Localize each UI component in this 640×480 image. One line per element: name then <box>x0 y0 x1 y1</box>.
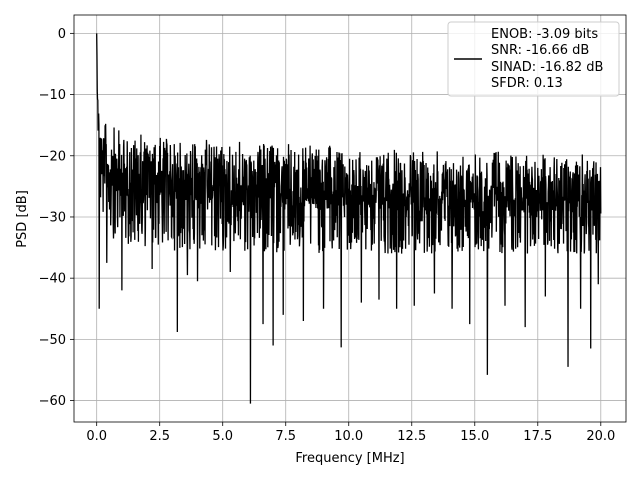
y-tick-label: −20 <box>39 149 66 164</box>
x-tick-label: 15.0 <box>460 429 489 444</box>
series-layer <box>96 33 602 404</box>
legend-text-snr: SNR: -16.66 dB <box>491 43 589 58</box>
y-axis-label: PSD [dB] <box>15 190 30 248</box>
legend-text-sfdr: SFDR: 0.13 <box>491 76 563 91</box>
x-tick-label: 2.5 <box>149 429 170 444</box>
x-tick-label: 5.0 <box>212 429 233 444</box>
y-tick-label: −50 <box>39 333 66 348</box>
x-tick-label: 17.5 <box>523 429 552 444</box>
x-axis-label: Frequency [MHz] <box>295 451 404 466</box>
x-tick-label: 0.0 <box>86 429 107 444</box>
plot-frame <box>73 14 627 423</box>
legend: ENOB: -3.09 bits SNR: -16.66 dB SINAD: -… <box>447 21 620 97</box>
legend-box <box>447 21 620 97</box>
y-tick-label: 0 <box>58 27 66 42</box>
y-tick-label: −10 <box>39 88 66 103</box>
legend-text-sinad: SINAD: -16.82 dB <box>491 60 603 75</box>
y-tick-label: −40 <box>39 272 66 287</box>
x-tick-label: 12.5 <box>397 429 426 444</box>
x-tick-label: 20.0 <box>586 429 615 444</box>
ticks-layer: 0.0 2.5 5.0 7.5 10.0 12.5 15.0 17.5 20.0 0 −10 −20 −… <box>39 27 616 444</box>
x-tick-label: 10.0 <box>334 429 363 444</box>
y-tick-label: −30 <box>39 210 66 225</box>
psd-series-line <box>96 33 602 404</box>
x-tick-label: 7.5 <box>275 429 296 444</box>
y-tick-label: −60 <box>39 394 66 409</box>
legend-text-enob: ENOB: -3.09 bits <box>491 27 598 42</box>
